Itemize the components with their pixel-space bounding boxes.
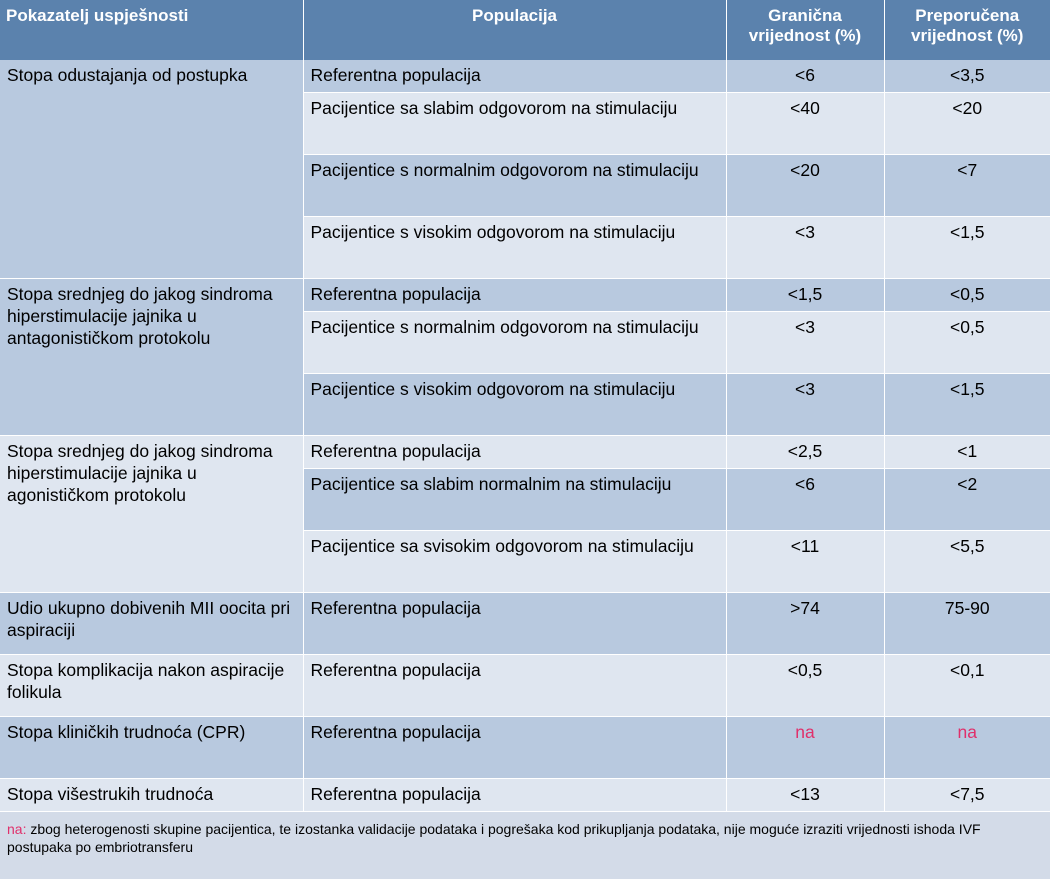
table-row: Pacijentice s normalnim odgovorom na sti…: [0, 154, 1050, 217]
population-cell: Pacijentice sa svisokim odgovorom na sti…: [303, 530, 727, 593]
population-cell: Referentna populacija: [303, 654, 727, 717]
indicator-cell: Stopa srednjeg do jakog sindroma hiperst…: [0, 435, 304, 593]
threshold-cell: <3: [726, 216, 885, 279]
footnote-key: na:: [7, 821, 27, 837]
indicator-cell: Stopa odustajanja od postupka: [0, 60, 304, 279]
recommended-cell: <7,5: [884, 778, 1050, 812]
threshold-cell: <13: [726, 778, 885, 812]
threshold-cell: <3: [726, 373, 885, 436]
recommended-cell: <1,5: [884, 373, 1050, 436]
indicator-cell: Stopa komplikacija nakon aspiracije foli…: [0, 654, 304, 717]
header-recommended: Preporučena vrijednost (%): [884, 0, 1050, 60]
header-indicator: Pokazatelj uspješnosti: [0, 0, 304, 60]
threshold-cell: na: [726, 716, 885, 779]
threshold-cell: <1,5: [726, 278, 885, 312]
indicator-cell: Stopa kliničkih trudnoća (CPR): [0, 716, 304, 779]
recommended-cell: <0,5: [884, 278, 1050, 312]
indicator-cell: Stopa srednjeg do jakog sindroma hiperst…: [0, 278, 304, 436]
population-cell: Referentna populacija: [303, 435, 727, 469]
table-row: Stopa srednjeg do jakog sindroma hiperst…: [0, 278, 1050, 436]
recommended-cell: <7: [884, 154, 1050, 217]
population-cell: Referentna populacija: [303, 592, 727, 655]
threshold-cell: <6: [726, 60, 885, 93]
threshold-cell: <20: [726, 154, 885, 217]
population-cell: Pacijentice s visokim odgovorom na stimu…: [303, 216, 727, 279]
footnote: na: zbog heterogenosti skupine pacijenti…: [0, 812, 1050, 856]
threshold-cell: <3: [726, 311, 885, 374]
population-cell: Referentna populacija: [303, 716, 727, 779]
population-cell: Pacijentice sa slabim normalnim na stimu…: [303, 468, 727, 531]
recommended-cell: <2: [884, 468, 1050, 531]
population-cell: Referentna populacija: [303, 278, 727, 312]
population-cell: Pacijentice s normalnim odgovorom na sti…: [303, 154, 727, 217]
recommended-cell: <0,1: [884, 654, 1050, 717]
indicator-cell: Udio ukupno dobivenih MII oocita pri asp…: [0, 592, 304, 655]
footnote-text: zbog heterogenosti skupine pacijentica, …: [7, 821, 981, 855]
table-row: Pacijentice sa slabim odgovorom na stimu…: [0, 92, 1050, 155]
threshold-cell: <6: [726, 468, 885, 531]
table-row: Pacijentice sa svisokim odgovorom na sti…: [0, 530, 1050, 593]
table-row: Pacijentice s visokim odgovorom na stimu…: [0, 216, 1050, 279]
header-threshold: Granična vrijednost (%): [726, 0, 885, 60]
threshold-cell: >74: [726, 592, 885, 655]
recommended-cell: <3,5: [884, 60, 1050, 93]
table-row: Stopa srednjeg do jakog sindroma hiperst…: [0, 435, 1050, 593]
header-row: Pokazatelj uspješnosti Populacija Granič…: [0, 0, 1050, 60]
table-row: Pacijentice sa slabim normalnim na stimu…: [0, 468, 1050, 531]
threshold-cell: <11: [726, 530, 885, 593]
threshold-cell: <0,5: [726, 654, 885, 717]
header-recommended-line2: vrijednost (%): [911, 26, 1024, 45]
header-threshold-line2: vrijednost (%): [748, 26, 862, 45]
recommended-cell: 75-90: [884, 592, 1050, 655]
header-population-label: Populacija: [471, 6, 558, 25]
header-population: Populacija: [303, 0, 727, 60]
population-cell: Pacijentice s normalnim odgovorom na sti…: [303, 311, 727, 374]
table-row: Stopa kliničkih trudnoća (CPR) Referentn…: [0, 716, 1050, 779]
performance-table: Pokazatelj uspješnosti Populacija Granič…: [0, 0, 1050, 812]
population-cell: Referentna populacija: [303, 60, 727, 93]
header-recommended-line1: Preporučena: [915, 6, 1020, 25]
population-cell: Pacijentice s visokim odgovorom na stimu…: [303, 373, 727, 436]
table-row: Stopa višestrukih trudnoća Referentna po…: [0, 778, 1050, 812]
recommended-cell: <1: [884, 435, 1050, 469]
table-row: Udio ukupno dobivenih MII oocita pri asp…: [0, 592, 1050, 655]
population-cell: Pacijentice sa slabim odgovorom na stimu…: [303, 92, 727, 155]
recommended-cell: <5,5: [884, 530, 1050, 593]
recommended-cell: <0,5: [884, 311, 1050, 374]
recommended-cell: <1,5: [884, 216, 1050, 279]
threshold-cell: <2,5: [726, 435, 885, 469]
table-row: Stopa komplikacija nakon aspiracije foli…: [0, 654, 1050, 717]
table-row: Pacijentice s visokim odgovorom na stimu…: [0, 373, 1050, 436]
population-cell: Referentna populacija: [303, 778, 727, 812]
table-row: Stopa odustajanja od postupka Referentna…: [0, 60, 1050, 279]
header-threshold-line1: Granična: [768, 6, 842, 25]
threshold-cell: <40: [726, 92, 885, 155]
recommended-cell: <20: [884, 92, 1050, 155]
recommended-cell: na: [884, 716, 1050, 779]
indicator-cell: Stopa višestrukih trudnoća: [0, 778, 304, 812]
table-row: Pacijentice s normalnim odgovorom na sti…: [0, 311, 1050, 374]
header-indicator-label: Pokazatelj uspješnosti: [6, 6, 189, 25]
